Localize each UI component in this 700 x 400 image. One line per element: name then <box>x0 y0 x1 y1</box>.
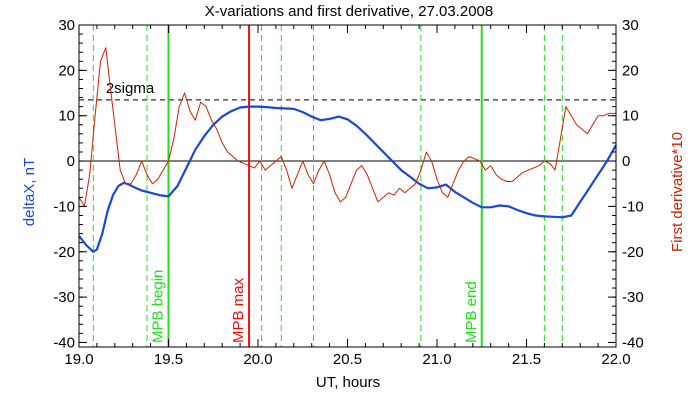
series-lines <box>78 47 617 253</box>
axes: 19.0 19.5 20.0 20.5 21.0 21.5 22.0-40 -40-30 -30… <box>53 17 643 368</box>
x-tick-label: 19.5 <box>154 351 183 368</box>
y-tick-label-left: -20 <box>53 244 75 261</box>
y-axis-label-left: deltaX, nT <box>21 158 38 226</box>
y-tick-label-right: 20 <box>622 62 639 79</box>
deltax-series-line <box>78 105 617 253</box>
x-axis-label: UT, hours <box>316 374 380 391</box>
sigma-threshold-label: 2sigma <box>106 80 155 97</box>
marker-label-mpb-max: MPB max <box>230 277 247 343</box>
y-tick-label-right: 10 <box>622 108 639 125</box>
y-tick-label-right: -30 <box>622 289 644 306</box>
y-tick-label-left: 30 <box>58 17 75 34</box>
y-tick-label-right: -10 <box>622 198 644 215</box>
y-tick-label-right: -20 <box>622 244 644 261</box>
y-tick-label-right: 0 <box>622 153 630 170</box>
x-tick-label: 22.0 <box>601 351 630 368</box>
y-tick-label-left: -40 <box>53 334 75 351</box>
chart-title: X-variations and first derivative, 27.03… <box>205 3 494 20</box>
marker-label-mpb-begin: MPB begin <box>150 270 167 343</box>
marker-label-mpb-end: MPB end <box>463 281 480 343</box>
x-tick-label: 19.0 <box>64 351 93 368</box>
y-tick-label-right: -40 <box>622 334 644 351</box>
y-tick-label-left: -30 <box>53 289 75 306</box>
y-tick-label-left: 10 <box>58 108 75 125</box>
y-axis-label-right: First derivative*10 <box>669 132 686 252</box>
derivative-series-line <box>78 47 616 207</box>
x-tick-label: 20.5 <box>333 351 362 368</box>
x-tick-label: 21.5 <box>512 351 541 368</box>
y-tick-label-left: -10 <box>53 198 75 215</box>
x-tick-label: 20.0 <box>243 351 272 368</box>
y-tick-label-left: 20 <box>58 62 75 79</box>
y-tick-label-left: 0 <box>67 153 75 170</box>
x-tick-label: 21.0 <box>422 351 451 368</box>
vertical-markers: MPB begin MPB max MPB end <box>92 25 563 347</box>
y-tick-label-right: 30 <box>622 17 639 34</box>
